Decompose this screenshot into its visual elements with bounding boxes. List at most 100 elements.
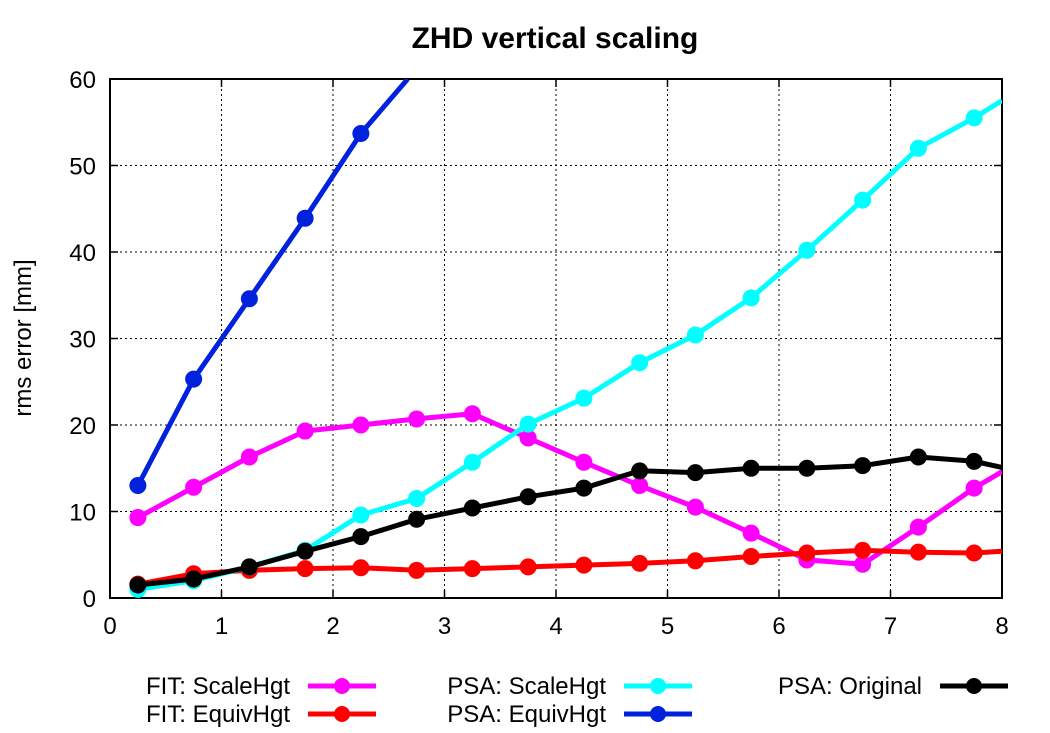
data-point (909, 518, 927, 536)
data-point (296, 209, 314, 227)
data-point (575, 479, 593, 497)
x-tick-label: 4 (549, 613, 562, 640)
legend-entry: PSA: Original (778, 673, 1008, 700)
data-point (854, 457, 872, 475)
x-tick-label: 6 (772, 613, 785, 640)
data-point (965, 452, 983, 470)
x-tick-label: 2 (326, 613, 339, 640)
y-tick-label: 0 (83, 586, 96, 613)
data-point (240, 448, 258, 466)
legend-marker (650, 678, 666, 694)
series-line (135, 79, 410, 487)
legend-label: PSA: EquivHgt (447, 701, 606, 728)
data-point (965, 544, 983, 562)
data-point (965, 109, 983, 127)
data-point (575, 556, 593, 574)
data-point (463, 560, 481, 578)
data-point (352, 506, 370, 524)
data-point (296, 422, 314, 440)
data-point (742, 289, 760, 307)
data-point (352, 559, 370, 577)
series-2 (129, 98, 1002, 598)
plot-area (129, 79, 1002, 598)
x-tick-label: 3 (438, 613, 451, 640)
data-point (185, 370, 203, 388)
legend-entry: PSA: EquivHgt (447, 701, 692, 728)
data-point (798, 459, 816, 477)
legend-marker (334, 678, 350, 694)
data-point (463, 453, 481, 471)
y-tick-label: 30 (69, 327, 96, 354)
legend-entry: PSA: ScaleHgt (447, 673, 692, 700)
x-tick-label: 0 (103, 613, 116, 640)
data-point (854, 191, 872, 209)
legend-label: FIT: EquivHgt (146, 701, 290, 728)
data-point (463, 405, 481, 423)
data-point (408, 510, 426, 528)
y-tick-label: 50 (69, 154, 96, 181)
data-point (129, 509, 147, 527)
y-tick-label: 20 (69, 413, 96, 440)
data-point (631, 477, 649, 495)
data-point (575, 389, 593, 407)
data-point (909, 139, 927, 157)
legend-label: FIT: ScaleHgt (146, 673, 290, 700)
data-point (240, 558, 258, 576)
tick-labels: 0 1 2 3 4 5 6 7 8 0 10 20 30 40 50 60 (69, 67, 1008, 640)
data-point (240, 290, 258, 308)
legend-label: PSA: Original (778, 673, 922, 700)
legend-label: PSA: ScaleHgt (447, 673, 606, 700)
data-point (185, 478, 203, 496)
data-point (909, 543, 927, 561)
data-point (742, 547, 760, 565)
data-point (352, 124, 370, 142)
y-tick-label: 10 (69, 500, 96, 527)
data-point (185, 570, 203, 588)
legend-marker (966, 678, 982, 694)
data-point (686, 326, 704, 344)
data-point (854, 541, 872, 559)
data-point (742, 459, 760, 477)
data-point (129, 576, 147, 594)
x-tick-label: 8 (995, 613, 1008, 640)
data-point (686, 498, 704, 516)
data-point (352, 416, 370, 434)
data-point (463, 499, 481, 517)
axes (109, 78, 1003, 599)
data-point (296, 542, 314, 560)
y-tick-label: 60 (69, 67, 96, 94)
data-point (575, 453, 593, 471)
series-1 (129, 541, 1002, 593)
data-point (631, 554, 649, 572)
data-point (686, 552, 704, 570)
legend-marker (334, 706, 350, 722)
data-point (519, 488, 537, 506)
data-point (965, 479, 983, 497)
data-point (296, 560, 314, 578)
series-4 (129, 448, 1002, 594)
x-tick-label: 7 (884, 613, 897, 640)
x-tick-label: 1 (215, 613, 228, 640)
data-point (631, 354, 649, 372)
series-3 (129, 79, 410, 495)
y-axis-label: rms error [mm] (10, 259, 37, 416)
data-point (798, 544, 816, 562)
series-line (137, 98, 1002, 592)
data-point (519, 558, 537, 576)
data-point (909, 448, 927, 466)
legend-marker (650, 706, 666, 722)
data-point (519, 415, 537, 433)
y-tick-label: 40 (69, 240, 96, 267)
legend-entry: FIT: EquivHgt (146, 701, 376, 728)
plot-frame (109, 78, 1003, 599)
data-point (129, 477, 147, 495)
data-point (408, 490, 426, 508)
legend-entry: FIT: ScaleHgt (146, 673, 376, 700)
data-point (798, 241, 816, 259)
data-point (686, 464, 704, 482)
data-point (352, 528, 370, 546)
gridlines (110, 79, 1002, 598)
data-point (742, 524, 760, 542)
